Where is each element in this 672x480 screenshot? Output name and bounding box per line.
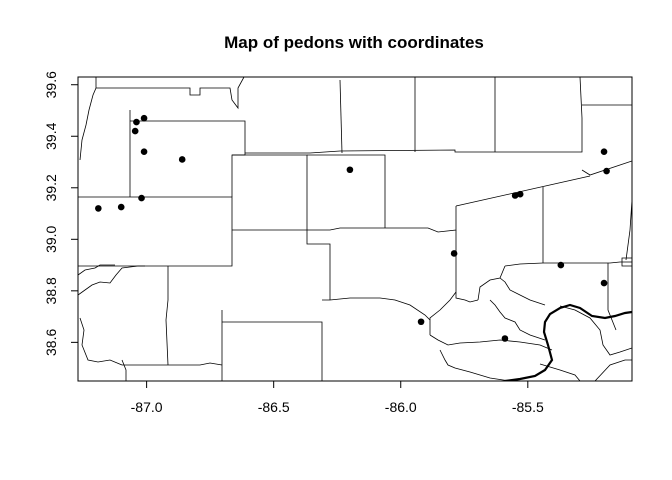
pedon-point <box>600 148 608 156</box>
pedon-point <box>95 205 102 212</box>
pedon-point <box>511 192 519 199</box>
county-boundaries <box>78 77 632 381</box>
y-tick-label: 39.6 <box>43 71 59 98</box>
pedon-point <box>133 118 140 126</box>
x-tick-label: -86.0 <box>385 399 417 415</box>
y-tick-label: 39.0 <box>43 225 59 252</box>
pedon-points <box>95 114 610 342</box>
y-axis: 38.6 38.8 39.0 39.2 39.4 39.6 <box>43 71 78 356</box>
pedon-point <box>138 194 145 202</box>
pedon-point <box>178 156 186 163</box>
state-boundary <box>504 303 632 381</box>
pedon-point <box>501 335 509 342</box>
x-tick-label: -87.0 <box>131 399 163 415</box>
x-tick-label: -86.5 <box>258 399 290 415</box>
chart-title: Map of pedons with coordinates <box>224 33 484 52</box>
pedon-point <box>516 190 524 198</box>
pedon-point <box>417 318 425 326</box>
y-tick-label: 39.2 <box>43 174 59 201</box>
y-tick-label: 39.4 <box>43 122 59 149</box>
y-tick-label: 38.8 <box>43 277 59 304</box>
pedon-point <box>140 148 148 156</box>
y-tick-label: 38.6 <box>43 329 59 356</box>
pedon-point <box>600 279 608 287</box>
pedon-point <box>117 203 125 211</box>
x-tick-label: -85.5 <box>512 399 544 415</box>
pedon-point <box>603 167 610 175</box>
pedon-point <box>346 166 354 174</box>
pedon-point <box>131 127 139 135</box>
pedon-point <box>140 114 148 122</box>
x-axis: -87.0 -86.5 -86.0 -85.5 <box>131 381 544 415</box>
plot-frame <box>77 76 633 382</box>
pedon-point <box>450 250 458 257</box>
pedon-point <box>557 261 565 269</box>
